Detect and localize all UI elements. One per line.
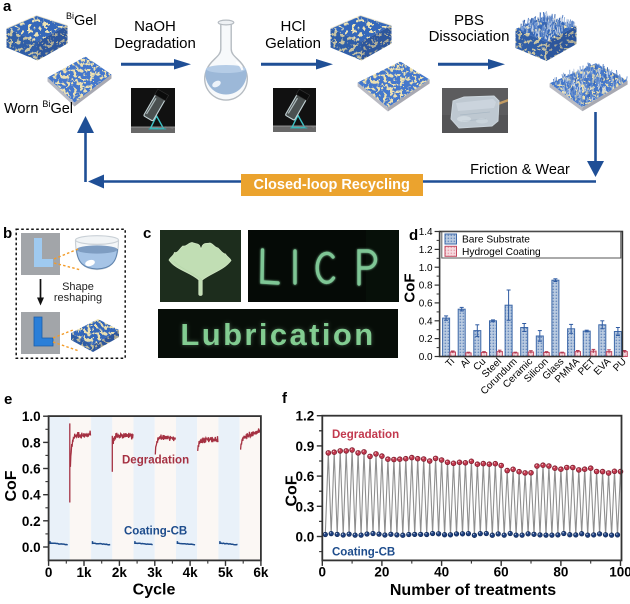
svg-text:0.0: 0.0 bbox=[296, 530, 315, 545]
svg-text:CoF: CoF bbox=[3, 470, 20, 501]
svg-text:Coating-CB: Coating-CB bbox=[124, 526, 187, 538]
svg-text:1.0: 1.0 bbox=[419, 263, 433, 274]
svg-text:1.2: 1.2 bbox=[419, 245, 433, 256]
svg-text:3k: 3k bbox=[147, 565, 163, 580]
svg-text:Cycle: Cycle bbox=[133, 582, 176, 599]
svg-text:Lubrication: Lubrication bbox=[180, 317, 375, 352]
svg-text:1.2: 1.2 bbox=[296, 409, 315, 424]
svg-text:Lubrication: Lubrication bbox=[180, 317, 375, 352]
svg-text:Degradation: Degradation bbox=[122, 455, 189, 467]
svg-text:Hydrogel Coating: Hydrogel Coating bbox=[462, 247, 541, 258]
svg-text:CoF: CoF bbox=[402, 273, 419, 302]
svg-text:0: 0 bbox=[319, 565, 327, 580]
svg-text:5k: 5k bbox=[218, 565, 234, 580]
svg-text:0.3: 0.3 bbox=[296, 499, 315, 514]
svg-text:0.6: 0.6 bbox=[22, 462, 41, 477]
svg-text:1k: 1k bbox=[76, 565, 92, 580]
svg-text:0.8: 0.8 bbox=[22, 435, 41, 450]
svg-text:80: 80 bbox=[553, 565, 568, 580]
svg-text:20: 20 bbox=[374, 565, 389, 580]
svg-text:1.0: 1.0 bbox=[22, 409, 41, 424]
svg-text:Coating-CB: Coating-CB bbox=[332, 547, 395, 559]
svg-text:2k: 2k bbox=[112, 565, 128, 580]
svg-text:0.8: 0.8 bbox=[419, 281, 433, 292]
svg-text:4k: 4k bbox=[183, 565, 199, 580]
svg-text:Number of treatments: Number of treatments bbox=[390, 582, 556, 599]
svg-text:1.4: 1.4 bbox=[419, 227, 433, 238]
svg-text:0.6: 0.6 bbox=[296, 469, 315, 484]
svg-text:Bare Substrate: Bare Substrate bbox=[462, 234, 530, 245]
svg-text:60: 60 bbox=[494, 565, 509, 580]
svg-text:0.4: 0.4 bbox=[419, 316, 433, 327]
svg-text:0.2: 0.2 bbox=[419, 334, 433, 345]
svg-text:40: 40 bbox=[434, 565, 449, 580]
svg-text:0.6: 0.6 bbox=[419, 299, 433, 310]
svg-text:0.0: 0.0 bbox=[22, 540, 41, 555]
svg-text:CoF: CoF bbox=[284, 475, 301, 506]
svg-text:0.9: 0.9 bbox=[296, 439, 315, 454]
svg-text:0: 0 bbox=[45, 565, 53, 580]
svg-text:100: 100 bbox=[609, 565, 630, 580]
svg-text:Degradation: Degradation bbox=[332, 429, 399, 441]
svg-text:0.2: 0.2 bbox=[22, 514, 41, 529]
svg-text:0.0: 0.0 bbox=[419, 352, 433, 363]
svg-text:6k: 6k bbox=[253, 565, 269, 580]
svg-text:0.4: 0.4 bbox=[22, 488, 41, 503]
